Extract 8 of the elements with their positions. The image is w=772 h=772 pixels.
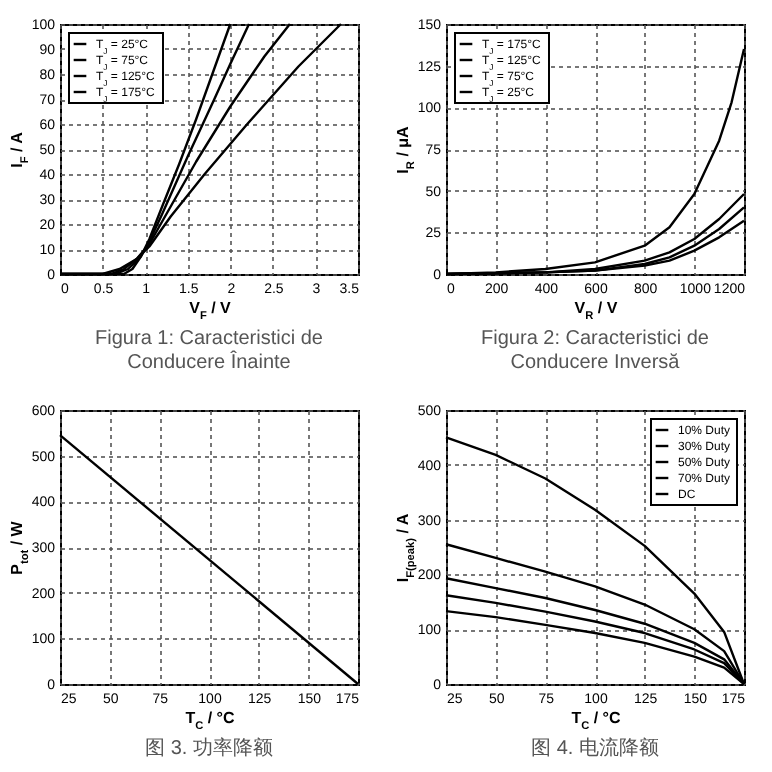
text: 图 3. 功率降额 <box>145 736 273 760</box>
x-axis-title: T$_{C}$ / °C <box>185 709 236 733</box>
text: Figura 2: Caracteristici de Conducere Inversă <box>481 328 710 374</box>
text: Figura 1: Caracteristici de Conducere Înainte <box>95 328 324 374</box>
x-axis-title: V$_{R}$ / V <box>574 299 619 323</box>
text: 图 4. 电流降额 <box>531 736 659 760</box>
x-axis-title: T$_{C}$ / °C <box>571 709 622 733</box>
x-axis-title: V$_{F}$ / V <box>189 299 233 323</box>
